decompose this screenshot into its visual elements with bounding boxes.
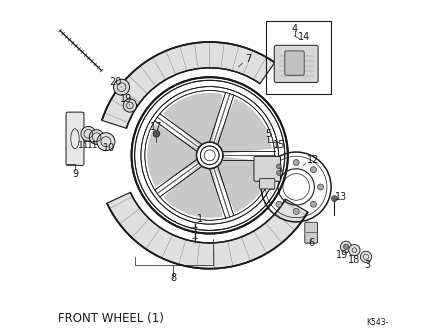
Circle shape — [293, 160, 299, 166]
Text: 9: 9 — [72, 169, 78, 179]
Circle shape — [310, 201, 317, 207]
Text: 12: 12 — [306, 155, 319, 165]
Text: K543-: K543- — [366, 318, 388, 327]
Text: 20: 20 — [110, 77, 122, 87]
Text: 19: 19 — [336, 250, 348, 260]
FancyBboxPatch shape — [285, 51, 304, 75]
Text: 10: 10 — [103, 143, 116, 153]
Circle shape — [89, 130, 104, 144]
Text: 14: 14 — [298, 32, 310, 42]
Circle shape — [123, 99, 136, 112]
Circle shape — [114, 79, 129, 95]
Circle shape — [293, 208, 299, 214]
Text: 19: 19 — [120, 94, 132, 104]
Text: 8: 8 — [170, 274, 176, 284]
Circle shape — [360, 251, 372, 263]
Circle shape — [318, 184, 324, 190]
Circle shape — [81, 127, 95, 141]
Text: 13: 13 — [335, 192, 347, 202]
Text: 7: 7 — [245, 54, 251, 64]
Circle shape — [310, 167, 317, 173]
FancyBboxPatch shape — [66, 112, 84, 165]
Text: 4: 4 — [291, 24, 297, 34]
Wedge shape — [215, 157, 272, 212]
Circle shape — [277, 164, 281, 169]
Wedge shape — [163, 93, 223, 147]
Circle shape — [343, 244, 349, 249]
Wedge shape — [163, 164, 223, 218]
FancyBboxPatch shape — [260, 179, 275, 189]
Circle shape — [277, 171, 281, 175]
Text: 11: 11 — [78, 141, 90, 150]
Wedge shape — [147, 124, 198, 187]
Circle shape — [340, 241, 352, 253]
Bar — [266, 21, 331, 94]
FancyBboxPatch shape — [254, 156, 281, 181]
FancyBboxPatch shape — [305, 222, 318, 243]
Text: 18: 18 — [348, 255, 360, 265]
Text: 1: 1 — [197, 213, 203, 223]
Text: FRONT WHEEL (1): FRONT WHEEL (1) — [58, 312, 164, 325]
Polygon shape — [107, 192, 308, 269]
Circle shape — [269, 184, 275, 190]
Circle shape — [276, 167, 282, 173]
Circle shape — [153, 130, 160, 137]
Text: 3: 3 — [365, 260, 371, 270]
FancyBboxPatch shape — [274, 45, 318, 82]
Text: 6: 6 — [308, 238, 314, 248]
Circle shape — [97, 133, 115, 151]
Circle shape — [276, 201, 282, 207]
Circle shape — [331, 196, 338, 202]
Text: 15: 15 — [273, 140, 286, 150]
Wedge shape — [215, 98, 272, 154]
Text: 5: 5 — [265, 129, 271, 139]
Text: 11: 11 — [87, 141, 99, 150]
Circle shape — [349, 244, 360, 256]
Polygon shape — [102, 42, 275, 128]
Text: 17: 17 — [150, 122, 163, 132]
